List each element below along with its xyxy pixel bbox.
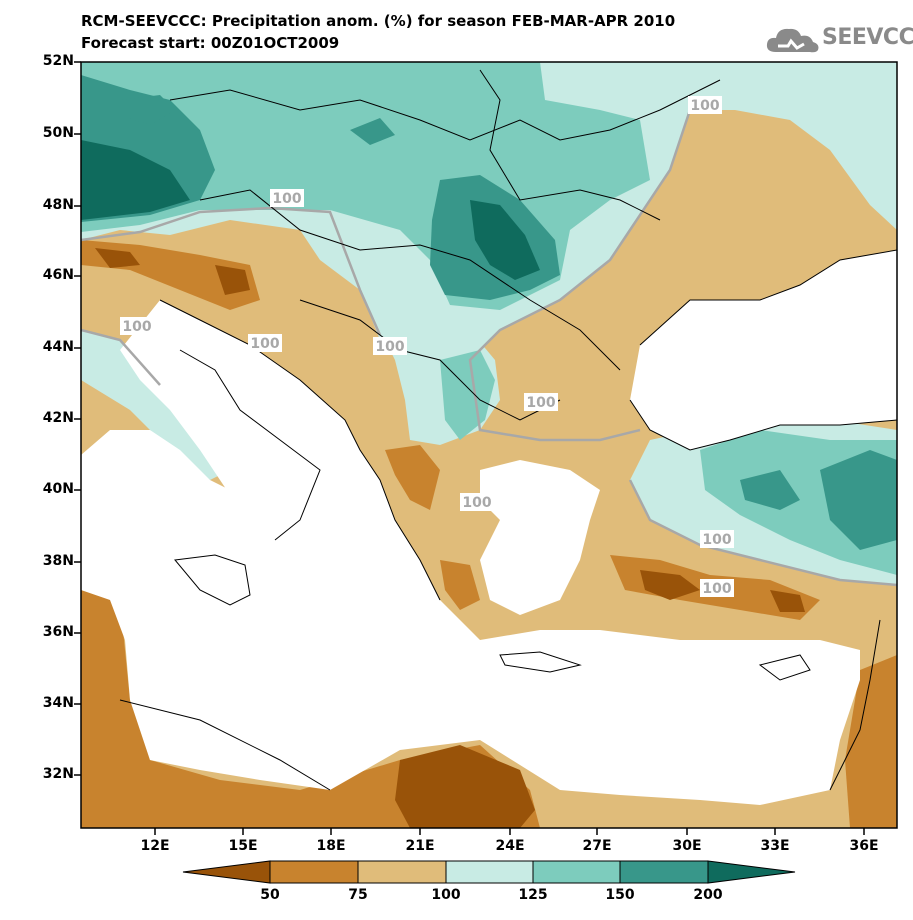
longitude-label: 15E [228,838,258,854]
colorbar-label: 75 [348,887,368,903]
axis-ticks [74,61,865,835]
logo-text: SEEVCCC [822,25,913,50]
longitude-label: 21E [405,838,435,854]
contour-label: 100 [375,339,404,355]
colorbar [182,860,796,884]
contour-label: 100 [272,191,301,207]
contour-labels: 100 100 100 100 100 100 100 100 100 [120,96,734,597]
wet-darkest-hungary [470,200,540,280]
colorbar-box [619,860,709,884]
colorbar-low-triangle [182,860,271,884]
latitude-label: 42N [42,410,74,426]
contour-label: 100 [462,495,491,511]
colorbar-label: 200 [693,887,723,903]
longitude-label: 30E [672,838,702,854]
wet-strong-poland [120,95,395,145]
colorbar-box [532,860,621,884]
seevccc-logo: SEEVCCC [764,22,913,58]
dry-strong-libya [395,745,535,828]
colorbar-box [269,860,359,884]
cloud-icon [766,28,819,53]
latitude-label: 50N [42,125,74,141]
contour-label: 100 [690,98,719,114]
colorbar-label: 100 [431,887,461,903]
longitude-label: 36E [849,838,879,854]
wet-balkans [440,350,495,440]
contour-100-lines [81,109,897,587]
latitude-label: 40N [42,481,74,497]
dry-strong-anatolia [640,570,805,612]
colorbar-label: 50 [260,887,280,903]
latitude-label: 36N [42,624,74,640]
colorbar-box [445,860,534,884]
longitude-label: 18E [316,838,346,854]
aegean-sea [480,460,600,615]
dry-greece [385,445,480,610]
latitude-label: 32N [42,766,74,782]
latitude-label: 52N [42,53,74,69]
coastlines-borders [119,69,897,791]
adriatic-tyrrhenian-mediterranean-sea [81,300,860,805]
map-frame [80,61,898,829]
forecast-start-label: Forecast start: 00Z01OCT2009 [81,34,340,52]
longitude-label: 33E [760,838,790,854]
latitude-label: 48N [42,197,74,213]
contour-label: 100 [250,336,279,352]
dry-strong-alps [95,248,250,295]
colorbar-label: 150 [605,887,635,903]
dry-levant [845,655,897,828]
latitude-label: 46N [42,267,74,283]
colorbar-high-triangle [707,860,796,884]
longitude-label: 12E [140,838,170,854]
contour-label: 100 [702,581,731,597]
contour-label: 100 [526,395,555,411]
longitude-label: 24E [495,838,525,854]
latitude-label: 34N [42,695,74,711]
contour-label: 100 [122,319,151,335]
wet-light-italy-coast [81,330,230,480]
latitude-label: 38N [42,553,74,569]
wet-darkest-northwest [81,140,190,220]
latitude-label: 44N [42,339,74,355]
map-field [81,62,897,828]
contour-label: 100 [702,532,731,548]
wet-strong-anatolia [740,450,897,550]
colorbar-box [357,860,447,884]
chart-title: RCM-SEEVCCC: Precipitation anom. (%) for… [81,12,676,30]
longitude-label: 27E [582,838,612,854]
colorbar-label: 125 [518,887,548,903]
